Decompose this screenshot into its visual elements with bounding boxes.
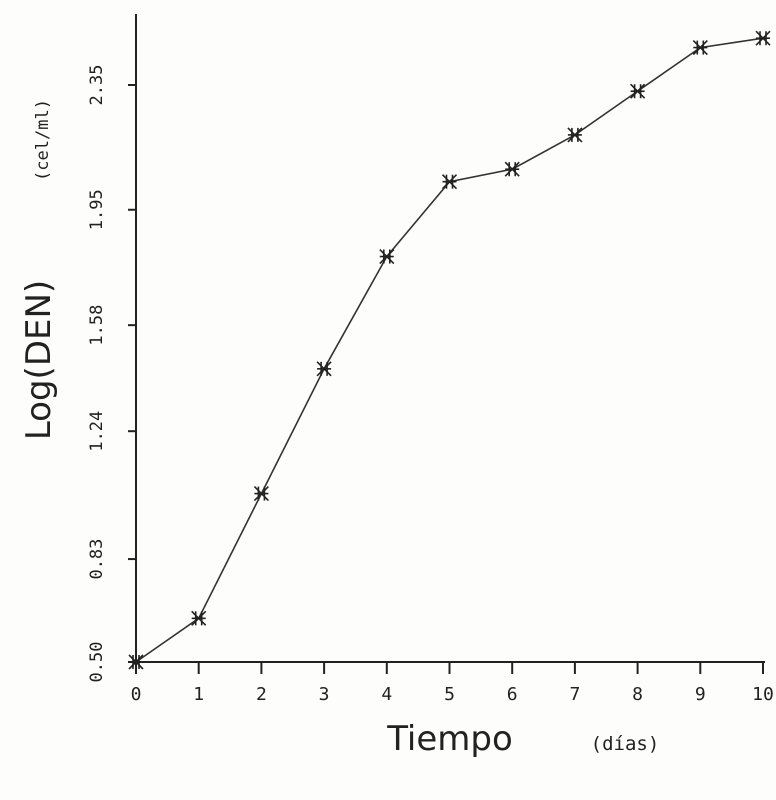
- x-tick-label: 5: [444, 684, 455, 705]
- x-tick-label: 7: [569, 684, 580, 705]
- series-line: [135, 37, 764, 663]
- data-point-marker: [504, 161, 520, 177]
- x-tick-label: 8: [632, 684, 643, 705]
- y-axis-ticks: 0.50 0.83 1.24 1.58 1.95 2.35: [87, 65, 136, 683]
- y-tick-label: 1.58: [87, 305, 107, 346]
- y-tick-label: 2.35: [87, 65, 107, 106]
- data-point-marker: [253, 486, 269, 502]
- y-tick-label: 0.50: [87, 642, 107, 683]
- data-point-marker: [128, 654, 144, 670]
- y-tick-label: 1.95: [87, 189, 107, 230]
- x-axis-label: Tiempo: [386, 719, 513, 759]
- data-point-marker: [755, 30, 771, 46]
- data-point-marker: [692, 40, 708, 56]
- x-tick-label: 3: [319, 684, 330, 705]
- x-tick-label: 0: [131, 684, 142, 705]
- x-axis-ticks: 0 1 2 3 4 5 6 7 8 9 10: [131, 662, 774, 705]
- y-tick-label: 0.83: [87, 539, 107, 580]
- y-tick-label: 1.24: [87, 411, 107, 452]
- data-point-marker: [441, 174, 458, 190]
- data-point-marker: [630, 83, 646, 99]
- x-tick-label: 6: [507, 684, 518, 705]
- data-point-marker: [191, 610, 207, 626]
- x-tick-label: 1: [193, 684, 204, 705]
- data-point-marker: [316, 361, 332, 377]
- x-tick-label: 10: [752, 684, 774, 705]
- y-axis-unit: (cel/ml): [33, 99, 53, 181]
- x-tick-label: 4: [381, 684, 392, 705]
- x-tick-label: 9: [695, 684, 706, 705]
- x-axis-unit: (días): [591, 733, 660, 755]
- data-point-marker: [567, 127, 583, 143]
- y-axis-label: Log(DEN): [19, 280, 59, 440]
- data-markers: [128, 30, 771, 670]
- data-point-marker: [379, 248, 395, 265]
- x-tick-label: 2: [256, 684, 267, 705]
